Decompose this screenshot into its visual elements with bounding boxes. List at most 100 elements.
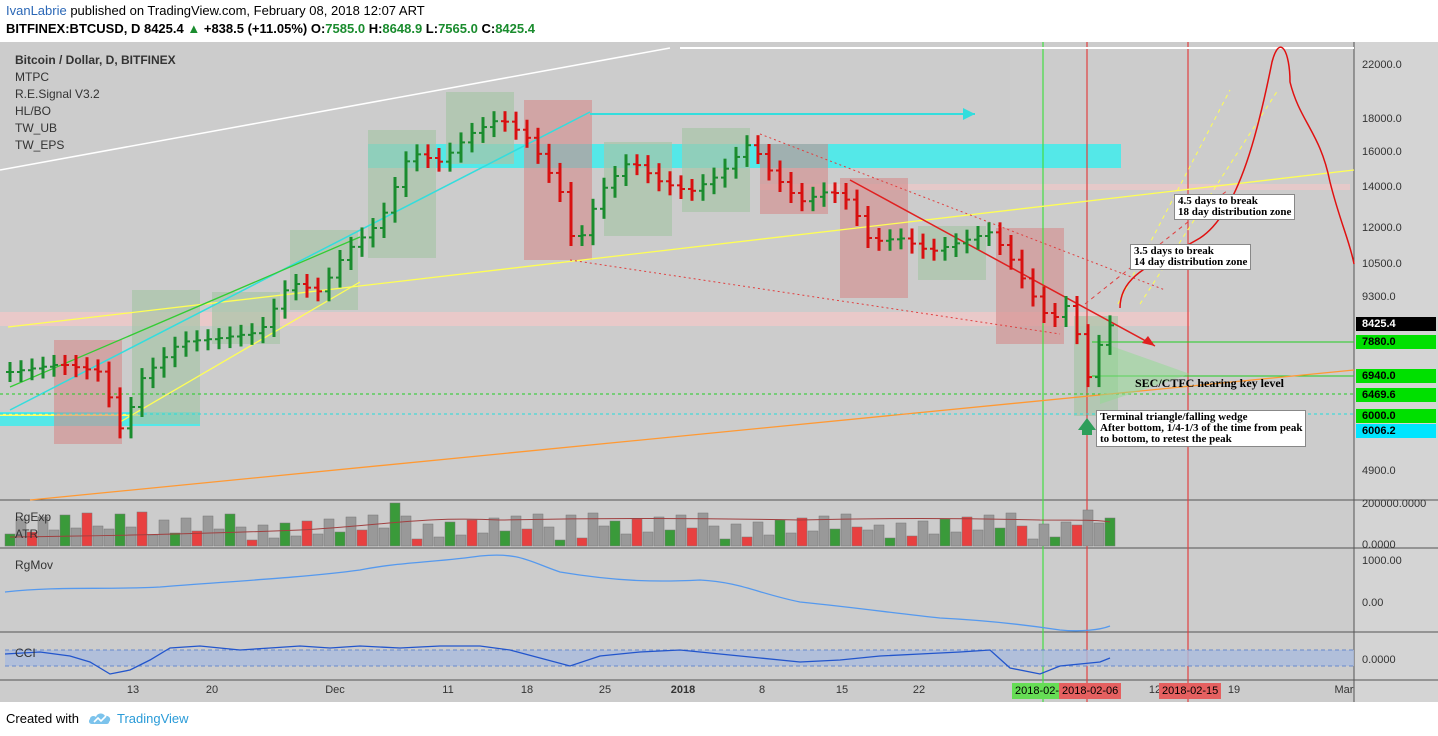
chart-area[interactable]: Bitcoin / Dollar, D, BITFINEX MTPC R.E.S…: [0, 42, 1438, 702]
price-bar[interactable]: [1018, 249, 1026, 289]
volume-bar[interactable]: [158, 519, 170, 547]
volume-bar[interactable]: [774, 519, 786, 547]
volume-bar[interactable]: [268, 537, 280, 547]
chart-legend[interactable]: Bitcoin / Dollar, D, BITFINEX MTPC R.E.S…: [15, 52, 176, 154]
annotation-box[interactable]: 4.5 days to break 18 day distribution zo…: [1174, 194, 1296, 220]
volume-bar[interactable]: [763, 534, 775, 547]
trend-line-yellow[interactable]: [7, 169, 1355, 328]
volume-bar[interactable]: [565, 514, 577, 547]
volume-bar[interactable]: [609, 520, 621, 547]
price-bar[interactable]: [754, 135, 762, 164]
volume-bar[interactable]: [939, 518, 951, 547]
volume-bar[interactable]: [1005, 512, 1017, 547]
price-bar[interactable]: [512, 111, 520, 140]
price-bar[interactable]: [226, 326, 234, 349]
price-bar[interactable]: [1073, 296, 1081, 345]
price-bar[interactable]: [259, 317, 267, 344]
volume-bar[interactable]: [444, 521, 456, 547]
price-bar[interactable]: [204, 329, 212, 351]
price-bar[interactable]: [39, 356, 47, 379]
price-bar[interactable]: [281, 280, 289, 319]
trend-line-white[interactable]: [0, 47, 671, 171]
volume-bar[interactable]: [1082, 509, 1094, 547]
price-bar[interactable]: [897, 228, 905, 250]
price-bar[interactable]: [347, 236, 355, 270]
volume-bar[interactable]: [884, 537, 896, 547]
price-bar[interactable]: [578, 225, 586, 246]
volume-bar[interactable]: [455, 534, 467, 547]
volume-bar[interactable]: [587, 512, 599, 547]
trend-line-cyan[interactable]: [9, 111, 591, 411]
volume-bar[interactable]: [1104, 517, 1116, 547]
price-bar[interactable]: [248, 323, 256, 345]
cci-line[interactable]: [4, 645, 1111, 675]
volume-bar[interactable]: [81, 512, 93, 547]
volume-bar[interactable]: [785, 532, 797, 547]
price-bar[interactable]: [699, 174, 707, 201]
price-bar[interactable]: [567, 182, 575, 246]
volume-bar[interactable]: [1038, 523, 1050, 547]
volume-bar[interactable]: [620, 533, 632, 547]
price-bar[interactable]: [776, 160, 784, 193]
rgmov-line[interactable]: [4, 554, 1111, 632]
price-bar[interactable]: [116, 387, 124, 439]
volume-bar[interactable]: [136, 511, 148, 547]
volume-bar[interactable]: [576, 537, 588, 547]
price-bar[interactable]: [325, 267, 333, 302]
volume-bar[interactable]: [543, 526, 555, 547]
price-bar[interactable]: [17, 360, 25, 382]
volume-bar[interactable]: [191, 530, 203, 547]
volume-bar[interactable]: [1071, 524, 1083, 547]
price-bar[interactable]: [589, 198, 597, 246]
volume-bar[interactable]: [147, 534, 159, 547]
volume-bar[interactable]: [807, 530, 819, 547]
price-bar[interactable]: [963, 229, 971, 254]
volume-bar[interactable]: [631, 518, 643, 547]
price-bar[interactable]: [798, 183, 806, 212]
price-bars[interactable]: [6, 111, 1114, 439]
volume-bar[interactable]: [719, 538, 731, 547]
volume-bar[interactable]: [4, 533, 16, 547]
volume-bar[interactable]: [1027, 538, 1039, 547]
price-bar[interactable]: [1084, 324, 1092, 388]
price-bar[interactable]: [853, 189, 861, 226]
annotation-box[interactable]: 3.5 days to break 14 day distribution zo…: [1130, 244, 1252, 270]
volume-bar[interactable]: [202, 515, 214, 547]
price-bar[interactable]: [1040, 286, 1048, 324]
volume-bar[interactable]: [895, 522, 907, 547]
volume-bar[interactable]: [477, 532, 489, 547]
chart-canvas[interactable]: [0, 42, 1438, 702]
volume-bar[interactable]: [345, 516, 357, 547]
price-bar[interactable]: [105, 361, 113, 408]
price-bar[interactable]: [732, 146, 740, 179]
volume-bar[interactable]: [356, 529, 368, 547]
price-bar[interactable]: [666, 171, 674, 196]
price-bar[interactable]: [50, 354, 58, 377]
price-bar[interactable]: [61, 354, 69, 375]
price-bar[interactable]: [545, 143, 553, 183]
volume-bar[interactable]: [675, 514, 687, 547]
volume-bar[interactable]: [983, 514, 995, 547]
price-bar[interactable]: [380, 202, 388, 238]
volume-bar[interactable]: [125, 526, 137, 547]
price-bar[interactable]: [721, 158, 729, 188]
volume-bar[interactable]: [389, 502, 401, 547]
price-bar[interactable]: [1029, 268, 1037, 307]
volume-bar[interactable]: [312, 533, 324, 547]
price-bar[interactable]: [1051, 303, 1059, 327]
volume-bar[interactable]: [697, 512, 709, 547]
volume-bar[interactable]: [653, 516, 665, 547]
price-bar[interactable]: [534, 127, 542, 164]
volume-bar[interactable]: [917, 520, 929, 547]
price-bar[interactable]: [72, 355, 80, 378]
volume-bar[interactable]: [488, 517, 500, 547]
price-bar[interactable]: [127, 397, 135, 439]
price-bar[interactable]: [83, 357, 91, 380]
price-bar[interactable]: [1007, 235, 1015, 270]
price-bar[interactable]: [501, 111, 509, 132]
volume-bar[interactable]: [301, 520, 313, 547]
volume-bar[interactable]: [829, 528, 841, 547]
price-bar[interactable]: [358, 227, 366, 257]
price-bar[interactable]: [633, 154, 641, 176]
price-bar[interactable]: [1106, 315, 1114, 355]
